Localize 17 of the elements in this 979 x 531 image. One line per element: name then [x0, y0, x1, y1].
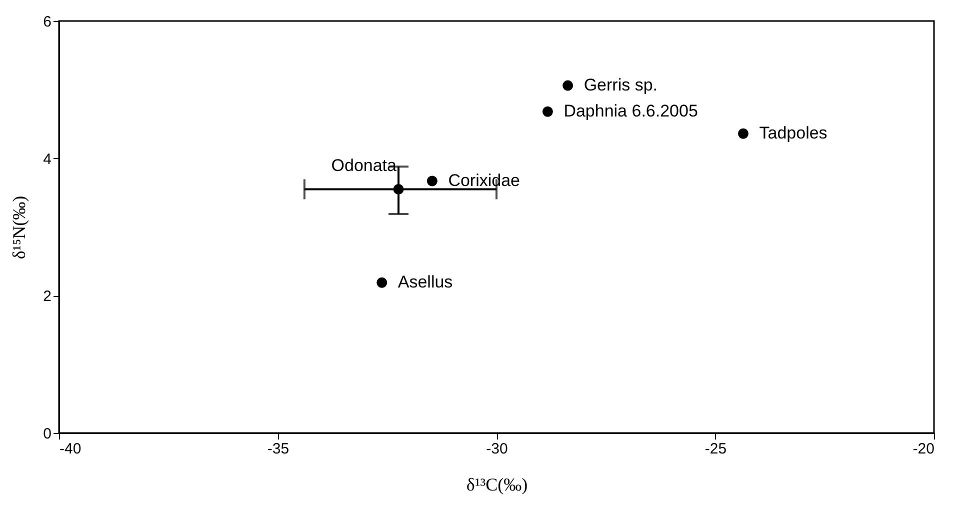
- y-tick-label: 4: [43, 150, 52, 168]
- annotation: Corixidae: [448, 170, 520, 190]
- x-tick-label: -25: [704, 440, 727, 458]
- annotation: Tadpoles: [759, 124, 828, 143]
- x-tick-label: -30: [486, 440, 508, 458]
- annotation: Daphnia 6.6.2005: [564, 102, 698, 121]
- x-tick-label: -40: [60, 440, 82, 458]
- y-tick-label: 2: [43, 288, 52, 306]
- x-tick-label: -20: [912, 440, 934, 458]
- x-tick-label: -35: [267, 440, 290, 458]
- x-axis-title: δ¹³C(‰): [466, 474, 528, 494]
- y-tick-label: 0: [43, 426, 52, 442]
- y-tick-label: 6: [43, 14, 52, 30]
- y-axis-title: δ¹⁵N(‰): [9, 196, 30, 260]
- annotation: Odonata: [331, 156, 398, 176]
- annotation: Asellus: [398, 272, 453, 292]
- annotation: Gerris sp.: [584, 76, 658, 95]
